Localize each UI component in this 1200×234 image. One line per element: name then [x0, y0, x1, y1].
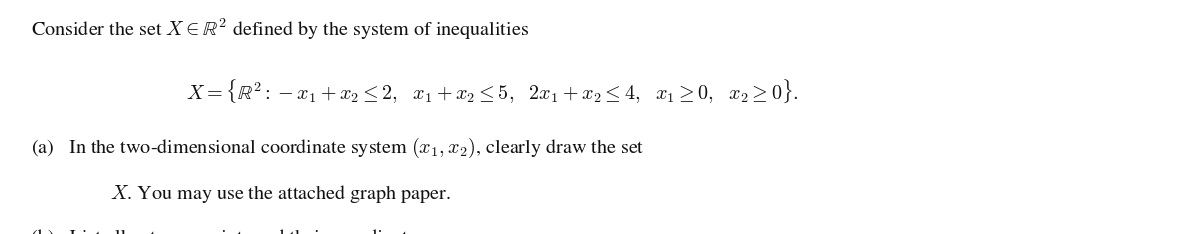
Text: $X = \{\mathbb{R}^2 : -x_1 + x_2 \leq 2,\ \ x_1 + x_2 \leq 5,\ \ 2x_1 + x_2 \leq: $X = \{\mathbb{R}^2 : -x_1 + x_2 \leq 2,… [186, 77, 799, 105]
Text: Consider the set $X \in \mathbb{R}^2$ defined by the system of inequalities: Consider the set $X \in \mathbb{R}^2$ de… [31, 16, 529, 42]
Text: $X$. You may use the attached graph paper.: $X$. You may use the attached graph pape… [110, 183, 451, 205]
Text: (b)   List all extreme points and their coordinates.: (b) List all extreme points and their co… [31, 229, 430, 234]
Text: (a)   In the two-dimensional coordinate system $(x_1, x_2)$, clearly draw the se: (a) In the two-dimensional coordinate sy… [31, 136, 644, 160]
